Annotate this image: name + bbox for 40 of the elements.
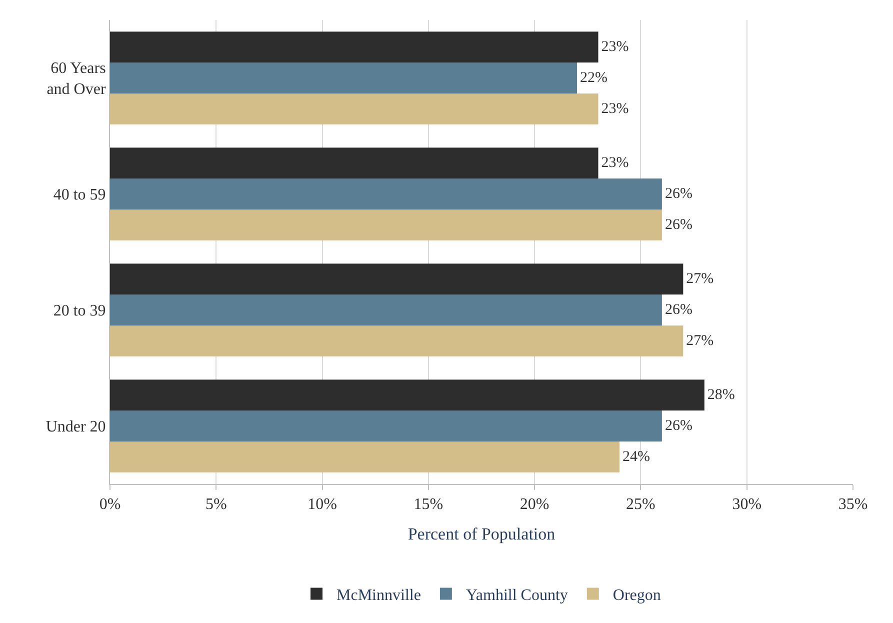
bar [110, 410, 662, 442]
bar [110, 62, 578, 94]
data-label: 26% [664, 186, 692, 202]
y-tick-label: 20 to 39 [53, 302, 106, 320]
data-label: 27% [686, 332, 714, 349]
x-tick-label: 35% [838, 496, 868, 514]
bar [110, 441, 620, 472]
data-label: 26% [664, 216, 692, 233]
legend-label: McMinnville [336, 586, 421, 604]
bar [110, 32, 598, 63]
x-tick-label: 30% [732, 496, 762, 514]
data-label: 23% [601, 155, 629, 172]
bar [110, 380, 704, 411]
bar [110, 93, 598, 124]
bar [110, 264, 684, 295]
data-label: 22% [580, 70, 608, 86]
data-label: 23% [601, 39, 629, 56]
y-tick-label: Under 20 [46, 418, 106, 436]
legend-label: Oregon [612, 586, 661, 604]
x-tick-label: 0% [99, 496, 121, 514]
legend-label: Yamhill County [466, 586, 568, 604]
x-tick-label: 20% [520, 496, 550, 514]
x-tick-label: 5% [205, 496, 227, 514]
bar [110, 148, 598, 179]
y-tick-label: 40 to 59 [53, 186, 106, 204]
bar [110, 294, 662, 326]
data-label: 26% [664, 418, 692, 434]
data-label: 27% [686, 271, 714, 288]
data-label: 26% [664, 302, 692, 318]
bar [110, 209, 662, 240]
data-label: 23% [601, 100, 629, 117]
y-tick-label: 60 Years and Over [46, 60, 106, 98]
data-label: 24% [622, 448, 650, 465]
x-axis-title: Percent of Population [408, 524, 556, 544]
x-tick-label: 25% [626, 496, 656, 514]
bar [110, 325, 684, 356]
data-label: 28% [707, 387, 735, 404]
x-tick-label: 10% [308, 496, 337, 514]
bar [110, 178, 662, 210]
x-tick-label: 15% [414, 496, 444, 514]
